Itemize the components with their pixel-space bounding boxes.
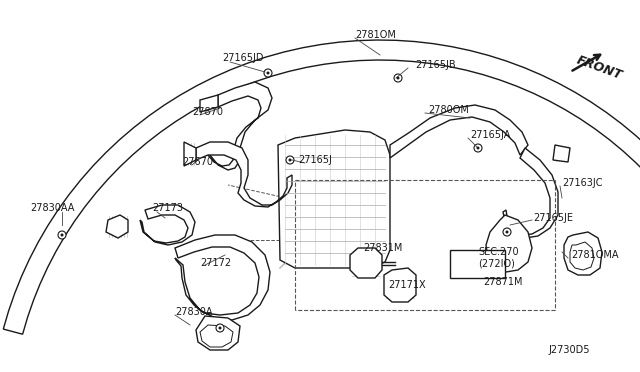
Text: 2780OM: 2780OM <box>428 105 469 115</box>
Circle shape <box>61 234 63 237</box>
Text: 27163JC: 27163JC <box>562 178 602 188</box>
Text: 2781OM: 2781OM <box>355 30 396 40</box>
Polygon shape <box>350 248 382 278</box>
Text: 27870: 27870 <box>192 107 223 117</box>
Circle shape <box>58 231 66 239</box>
Text: 27165J: 27165J <box>298 155 332 165</box>
Text: 27165JA: 27165JA <box>470 130 510 140</box>
Text: 27171X: 27171X <box>388 280 426 290</box>
Polygon shape <box>175 235 270 320</box>
Polygon shape <box>200 95 218 112</box>
Circle shape <box>506 231 509 234</box>
Polygon shape <box>205 82 272 170</box>
Text: FRONT: FRONT <box>575 54 624 82</box>
Circle shape <box>266 71 269 74</box>
Text: SEC.270: SEC.270 <box>478 247 518 257</box>
Text: 27831M: 27831M <box>363 243 403 253</box>
Polygon shape <box>390 105 528 158</box>
Text: 27165JE: 27165JE <box>533 213 573 223</box>
Circle shape <box>397 77 399 80</box>
Polygon shape <box>196 142 292 207</box>
Polygon shape <box>570 242 594 270</box>
Circle shape <box>474 144 482 152</box>
Circle shape <box>216 324 224 332</box>
Polygon shape <box>184 142 196 166</box>
Polygon shape <box>486 215 532 272</box>
Circle shape <box>218 327 221 330</box>
Text: 27670: 27670 <box>182 157 213 167</box>
Polygon shape <box>503 148 558 238</box>
Polygon shape <box>384 268 416 302</box>
Polygon shape <box>140 205 195 245</box>
Circle shape <box>289 158 291 161</box>
Circle shape <box>394 74 402 82</box>
Text: 27165JB: 27165JB <box>415 60 456 70</box>
Text: 27830AA: 27830AA <box>30 203 74 213</box>
Text: 27173: 27173 <box>152 203 183 213</box>
Polygon shape <box>196 316 240 350</box>
Text: (272IO): (272IO) <box>478 258 515 268</box>
Circle shape <box>503 228 511 236</box>
Polygon shape <box>450 250 505 278</box>
Polygon shape <box>564 232 602 275</box>
Text: 27871M: 27871M <box>483 277 522 287</box>
Circle shape <box>286 156 294 164</box>
Polygon shape <box>3 40 640 372</box>
Text: 27830A: 27830A <box>175 307 212 317</box>
Polygon shape <box>278 130 390 268</box>
Polygon shape <box>553 145 570 162</box>
Polygon shape <box>200 325 233 347</box>
Circle shape <box>264 69 272 77</box>
Text: 27172: 27172 <box>200 258 231 268</box>
Text: 27165JD: 27165JD <box>222 53 264 63</box>
Polygon shape <box>106 215 128 238</box>
Text: J2730D5: J2730D5 <box>548 345 590 355</box>
Circle shape <box>477 147 479 150</box>
Text: 2781OMA: 2781OMA <box>571 250 618 260</box>
